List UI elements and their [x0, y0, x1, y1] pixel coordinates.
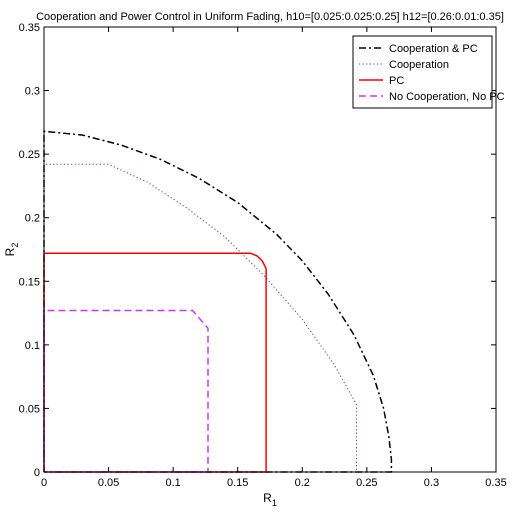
- plot-area: 0 0.05 0.1 0.15 0.2 0.25 0.3 0.35 0 0.05 0.1 0.15 0.…: [19, 22, 507, 489]
- ticks-layer: 0 0.05 0.1 0.15 0.2 0.25 0.3 0.35 0 0.05 0.1 0.15 0.…: [19, 22, 507, 489]
- plot-frame: [43, 26, 497, 473]
- x-tick-label: 0.3: [424, 477, 439, 489]
- x-tick-label: 0: [41, 477, 47, 489]
- series-line-cooperation: [43, 163, 357, 473]
- x-tick-label: 0.05: [98, 477, 119, 489]
- x-tick-label: 0.2: [295, 477, 310, 489]
- y-tick-label: 0.2: [25, 213, 40, 225]
- y-tick-label: 0.1: [25, 340, 40, 352]
- y-tick-label: 0.15: [19, 276, 40, 288]
- legend-label-cooperation-pc: Cooperation & PC: [389, 43, 478, 55]
- x-tick-label: 0.25: [356, 477, 377, 489]
- legend-label-pc: PC: [389, 75, 404, 87]
- legend-label-cooperation: Cooperation: [389, 59, 449, 71]
- y-axis-label-subscript: 2: [10, 243, 20, 248]
- x-axis-label-main: R: [263, 491, 272, 505]
- x-tick-label: 0.1: [165, 477, 180, 489]
- y-axis-label-main: R: [3, 247, 17, 256]
- x-axis-label: R1: [263, 491, 277, 508]
- y-tick-label: 0.3: [25, 86, 40, 98]
- x-axis-label-subscript: 1: [272, 498, 277, 508]
- chart-title: Cooperation and Power Control in Uniform…: [36, 11, 504, 23]
- series-line-pc: [43, 252, 267, 473]
- series-line-cooperation-pc: [43, 130, 393, 473]
- y-tick-label: 0: [34, 467, 40, 479]
- legend: Cooperation & PC Cooperation PC No Cooperat…: [352, 35, 505, 109]
- y-tick-label: 0.35: [19, 22, 40, 34]
- y-tick-label: 0.05: [19, 403, 40, 415]
- y-tick-label: 0.25: [19, 149, 40, 161]
- legend-label-no-cooperation-no-pc: No Cooperation, No PC: [389, 91, 505, 103]
- y-axis-label: R2: [3, 243, 20, 257]
- x-tick-label: 0.15: [227, 477, 248, 489]
- x-tick-label: 0.35: [485, 477, 506, 489]
